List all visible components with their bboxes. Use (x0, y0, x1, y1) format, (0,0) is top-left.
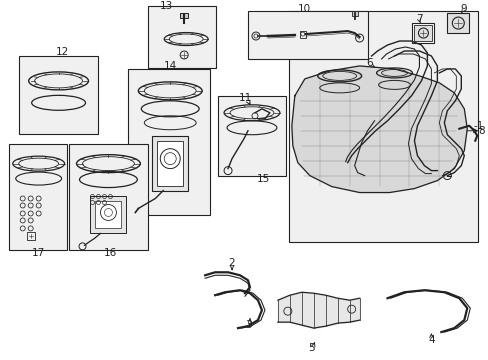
Bar (90, 195, 126, 233)
Bar (148, 6, 216, 68)
Text: 7: 7 (415, 14, 422, 24)
Bar (247, 11, 367, 59)
Text: 13: 13 (160, 1, 173, 11)
Bar (19, 56, 98, 134)
Bar (68, 144, 148, 250)
Bar (9, 144, 66, 250)
Text: 11: 11 (238, 93, 251, 103)
Text: 6: 6 (366, 58, 372, 68)
Text: 10: 10 (298, 4, 311, 14)
Text: 4: 4 (427, 335, 434, 345)
Text: 17: 17 (32, 248, 45, 258)
Bar (299, 31, 305, 38)
Bar (157, 141, 183, 185)
Bar (447, 13, 468, 33)
Bar (152, 136, 188, 190)
Bar (288, 11, 477, 242)
Text: 12: 12 (56, 47, 69, 57)
Text: 9: 9 (459, 4, 466, 14)
Text: 16: 16 (103, 248, 117, 258)
Bar (128, 69, 210, 216)
Bar (27, 233, 35, 240)
Text: 3: 3 (244, 320, 251, 330)
Bar (95, 201, 121, 229)
Text: -1: -1 (473, 121, 483, 131)
Bar (411, 23, 433, 43)
Bar (414, 25, 431, 41)
Bar (180, 13, 188, 18)
Text: 2: 2 (228, 258, 235, 268)
Text: 15: 15 (256, 174, 269, 184)
Polygon shape (291, 66, 467, 193)
Text: 8: 8 (478, 126, 484, 136)
Text: 5: 5 (308, 343, 314, 353)
Bar (351, 11, 357, 16)
Bar (218, 96, 285, 176)
Text: 14: 14 (163, 61, 177, 71)
